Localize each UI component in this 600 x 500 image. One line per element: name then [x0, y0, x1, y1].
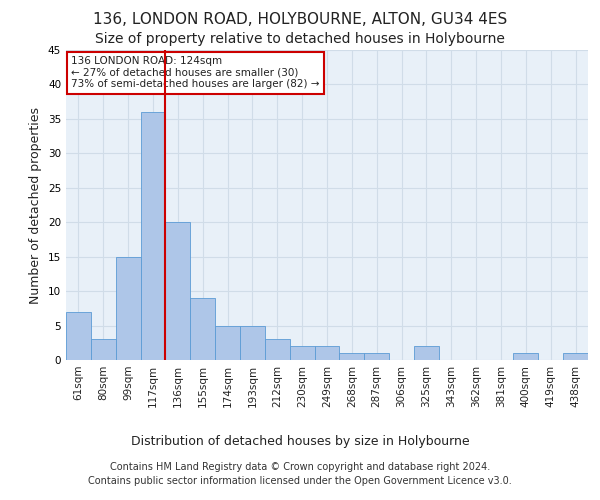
Text: Size of property relative to detached houses in Holybourne: Size of property relative to detached ho… [95, 32, 505, 46]
Text: 136 LONDON ROAD: 124sqm
← 27% of detached houses are smaller (30)
73% of semi-de: 136 LONDON ROAD: 124sqm ← 27% of detache… [71, 56, 320, 90]
Bar [563, 353, 588, 360]
Bar [265, 340, 290, 360]
Bar [166, 222, 190, 360]
Bar [215, 326, 240, 360]
Text: Contains HM Land Registry data © Crown copyright and database right 2024.: Contains HM Land Registry data © Crown c… [110, 462, 490, 472]
Bar [140, 112, 166, 360]
Y-axis label: Number of detached properties: Number of detached properties [29, 106, 43, 304]
Bar [240, 326, 265, 360]
Bar [414, 346, 439, 360]
Bar [364, 353, 389, 360]
Text: Contains public sector information licensed under the Open Government Licence v3: Contains public sector information licen… [88, 476, 512, 486]
Text: 136, LONDON ROAD, HOLYBOURNE, ALTON, GU34 4ES: 136, LONDON ROAD, HOLYBOURNE, ALTON, GU3… [93, 12, 507, 28]
Bar [314, 346, 340, 360]
Bar [91, 340, 116, 360]
Bar [340, 353, 364, 360]
Bar [66, 312, 91, 360]
Bar [190, 298, 215, 360]
Bar [514, 353, 538, 360]
Bar [290, 346, 314, 360]
Text: Distribution of detached houses by size in Holybourne: Distribution of detached houses by size … [131, 434, 469, 448]
Bar [116, 256, 140, 360]
